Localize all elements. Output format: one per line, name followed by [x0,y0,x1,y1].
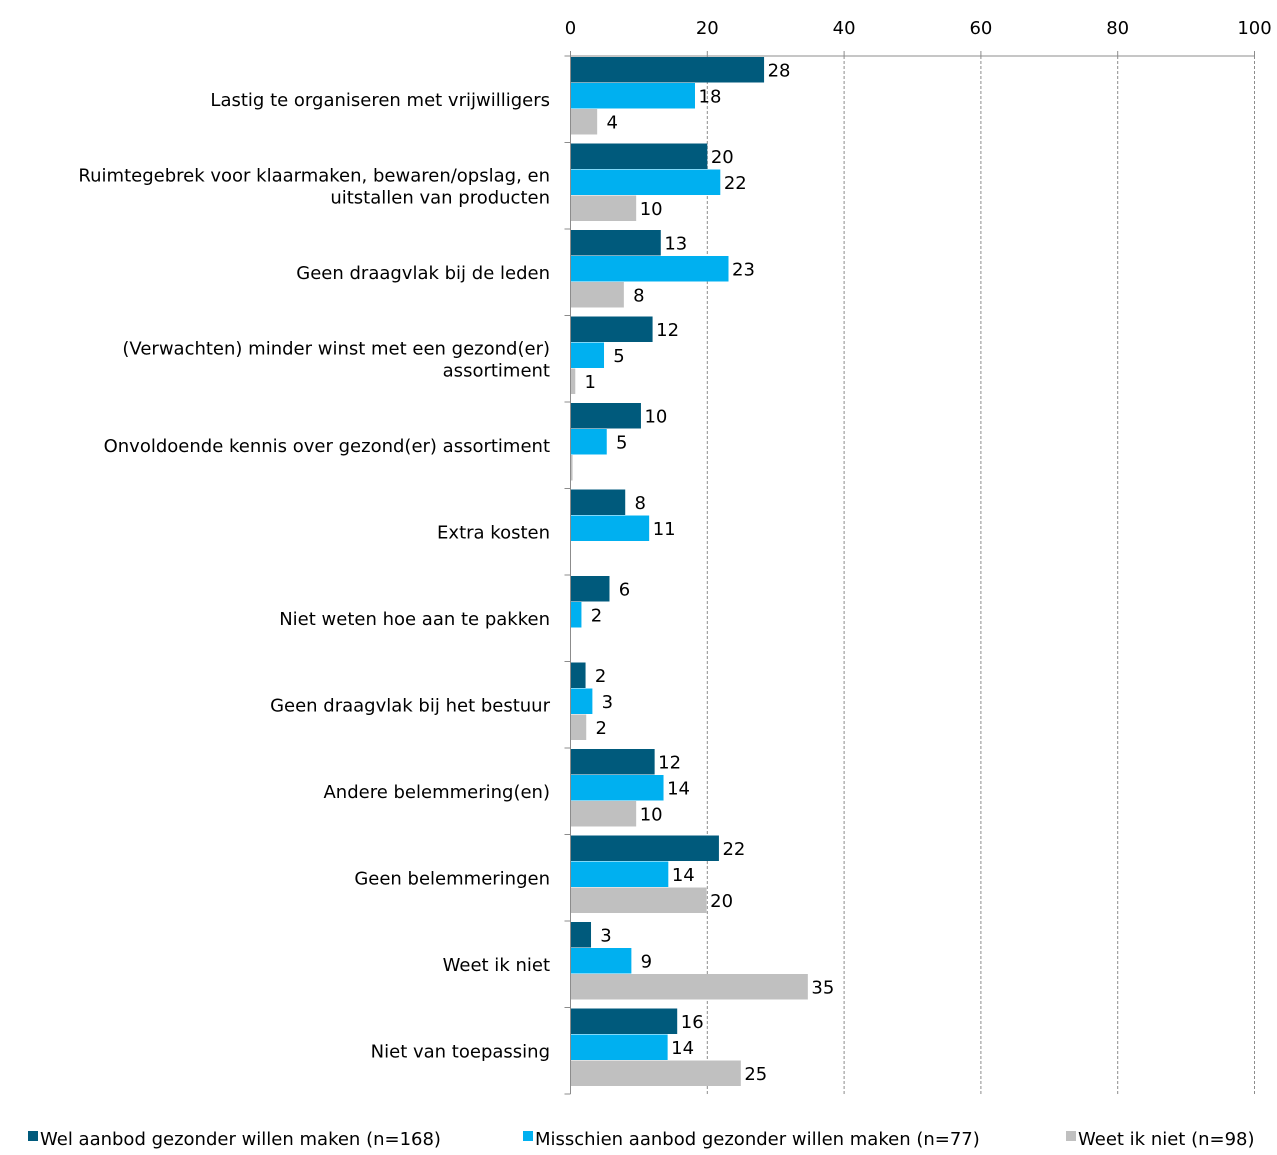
bar [570,489,626,515]
data-label: 14 [672,865,695,886]
data-label: 25 [744,1064,767,1085]
data-label: 12 [656,320,679,341]
data-label: 12 [658,752,681,773]
bar [570,342,605,368]
category-label: Extra kosten [437,522,550,543]
bar [570,403,641,429]
bar [570,576,610,602]
legend-swatch [1066,1131,1076,1141]
data-label: 10 [640,199,663,220]
data-label: 3 [602,692,613,713]
category-label: Niet van toepassing [371,1041,550,1062]
bar [570,455,573,481]
bar [570,368,576,394]
x-tick-label: 100 [1237,18,1271,39]
data-label: 22 [722,839,745,860]
bar [570,887,707,913]
x-tick-label: 80 [1106,18,1129,39]
data-label: 13 [664,233,687,254]
data-label: 8 [634,493,645,514]
x-tick-label: 60 [969,18,992,39]
category-label: Ruimtegebrek voor klaarmaken, bewaren/op… [78,165,550,186]
data-label: 20 [710,891,733,912]
category-label: Lastig te organiseren met vrijwilligers [210,90,550,111]
legend-swatch [28,1131,38,1141]
legend-label: Misschien aanbod gezonder willen maken (… [535,1129,980,1150]
data-label: 2 [591,605,602,626]
data-label: 14 [667,778,690,799]
bar [570,1034,668,1060]
category-label: Geen draagvlak bij de leden [296,263,550,284]
data-label: 14 [671,1038,694,1059]
data-label: 5 [613,346,624,367]
bar [570,515,650,541]
bar [570,749,655,775]
bar [570,429,607,455]
data-label: 8 [633,285,644,306]
bar [570,775,664,801]
data-label: 23 [732,259,755,280]
data-label: 28 [768,60,791,81]
bar [570,316,653,342]
category-label: Geen draagvlak bij het bestuur [270,695,551,716]
data-label: 4 [606,112,617,133]
category-label: assortiment [443,360,550,381]
category-label: Andere belemmering(en) [323,782,550,803]
bar [570,801,637,827]
data-label: 11 [653,519,676,540]
data-label: 35 [811,977,834,998]
x-tick-label: 40 [833,18,856,39]
data-label: 22 [724,173,747,194]
bar [570,230,661,256]
data-label: 1 [585,372,596,393]
x-tick-label: 0 [565,18,576,39]
data-label: 5 [616,432,627,453]
bar [570,602,582,628]
data-label: 20 [711,147,734,168]
category-label: Geen belemmeringen [354,868,550,889]
data-label: 16 [681,1012,704,1033]
data-label: 9 [641,951,652,972]
bar [570,195,637,221]
bar [570,1008,678,1034]
bar [570,714,587,740]
category-label: Weet ik niet [443,955,550,976]
data-label: 3 [600,925,611,946]
bar [570,948,632,974]
category-label: Onvoldoende kennis over gezond(er) assor… [104,436,550,457]
category-label: Niet weten hoe aan te pakken [279,609,550,630]
legend-swatch [523,1131,533,1141]
bar [570,169,721,195]
data-label: 2 [596,718,607,739]
data-label: 10 [640,804,663,825]
category-label: uitstallen van producten [330,187,550,208]
bar [570,1060,741,1086]
legend-label: Weet ik niet (n=98) [1078,1129,1255,1150]
category-label: (Verwachten) minder winst met een gezond… [122,338,550,359]
bar [570,57,765,83]
bar [570,922,592,948]
legend-label: Wel aanbod gezonder willen maken (n=168) [40,1129,441,1150]
bar [570,143,708,169]
bar [570,861,669,887]
bar [570,256,729,282]
bar [570,974,808,1000]
bar [570,835,719,861]
x-tick-label: 20 [696,18,719,39]
data-label: 18 [699,86,722,107]
bar [570,83,695,109]
bar [570,282,624,308]
bar [570,109,598,135]
data-label: 6 [619,579,630,600]
data-label: 2 [595,666,606,687]
data-label: 10 [644,406,667,427]
bar [570,688,593,714]
bar [570,662,586,688]
